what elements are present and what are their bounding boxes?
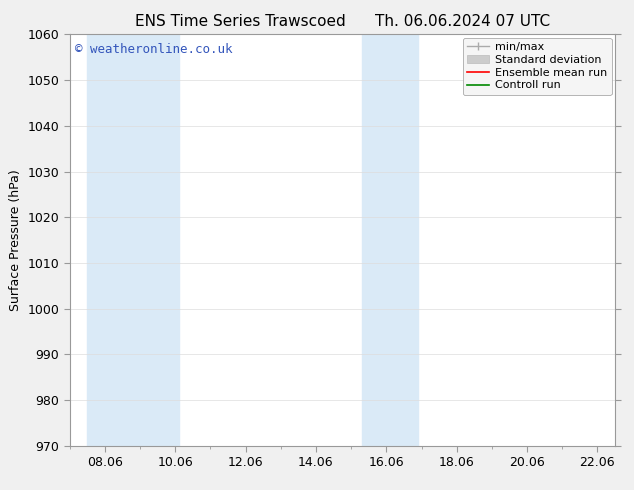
Y-axis label: Surface Pressure (hPa): Surface Pressure (hPa) [9, 169, 22, 311]
Text: © weatheronline.co.uk: © weatheronline.co.uk [75, 43, 233, 55]
Legend: min/max, Standard deviation, Ensemble mean run, Controll run: min/max, Standard deviation, Ensemble me… [463, 38, 612, 95]
Title: ENS Time Series Trawscoed      Th. 06.06.2024 07 UTC: ENS Time Series Trawscoed Th. 06.06.2024… [135, 14, 550, 29]
Bar [87, 34, 179, 446]
Bar [362, 34, 418, 446]
